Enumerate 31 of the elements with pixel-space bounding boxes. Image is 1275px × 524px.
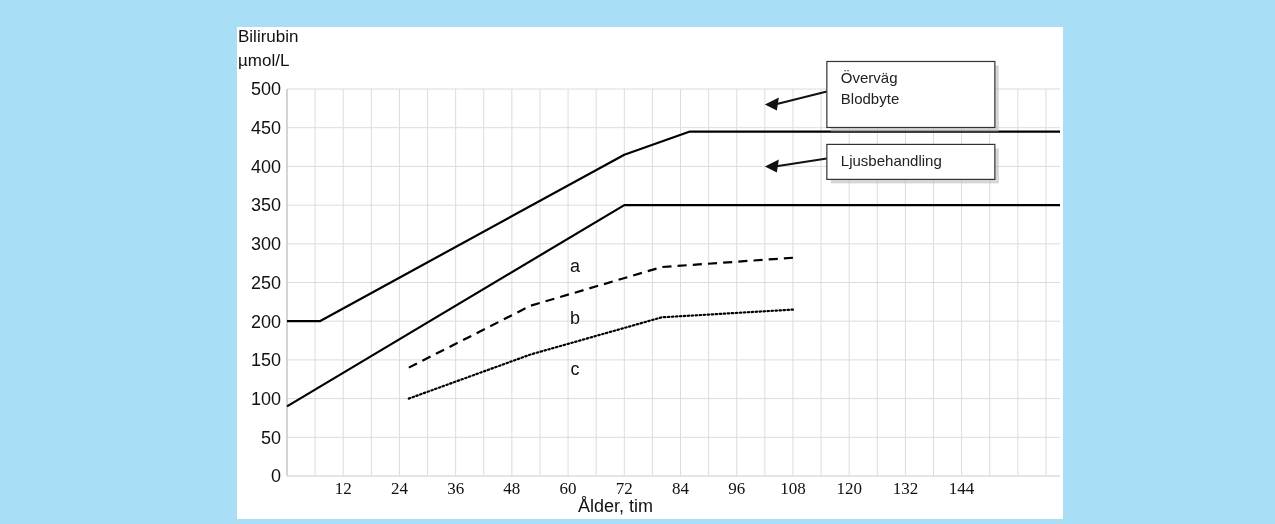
x-tick-label: 72	[615, 478, 633, 498]
x-tick-label: 144	[948, 478, 975, 498]
y-tick-label: 50	[260, 427, 281, 448]
annotation: Ljusbehandling	[840, 152, 942, 170]
x-tick-label: 36	[447, 478, 465, 498]
y-tick-label: 400	[250, 156, 281, 177]
y-tick-label: 150	[250, 350, 281, 371]
annotation: a	[570, 255, 582, 276]
x-tick-label: 48	[503, 478, 521, 498]
annotation: Överväg Blodbyte	[840, 69, 900, 108]
x-tick-label: 60	[559, 478, 577, 498]
y-tick-label: 350	[250, 195, 281, 216]
y-tick-label: 100	[250, 388, 281, 409]
y-tick-label: 500	[250, 79, 281, 100]
y-axis-title: Bilirubin µmol/L	[238, 27, 299, 70]
x-tick-label: 24	[390, 478, 409, 498]
x-axis-title: Ålder, tim	[577, 496, 654, 516]
y-tick-label: 200	[250, 311, 281, 332]
y-tick-label: 450	[250, 118, 281, 138]
x-tick-label: 84	[672, 478, 690, 498]
y-tick-label: 250	[250, 272, 281, 293]
x-tick-label: 132	[892, 478, 919, 498]
annotation: b	[570, 307, 581, 328]
x-tick-label: 12	[334, 478, 352, 498]
y-tick-label: 300	[250, 234, 281, 255]
y-tick-label: 0	[270, 466, 281, 487]
line-series	[407, 308, 795, 400]
x-tick-label: 108	[780, 478, 806, 498]
x-tick-label: 120	[836, 478, 862, 498]
x-tick-label: 96	[728, 478, 746, 498]
annotation: c	[570, 358, 580, 379]
